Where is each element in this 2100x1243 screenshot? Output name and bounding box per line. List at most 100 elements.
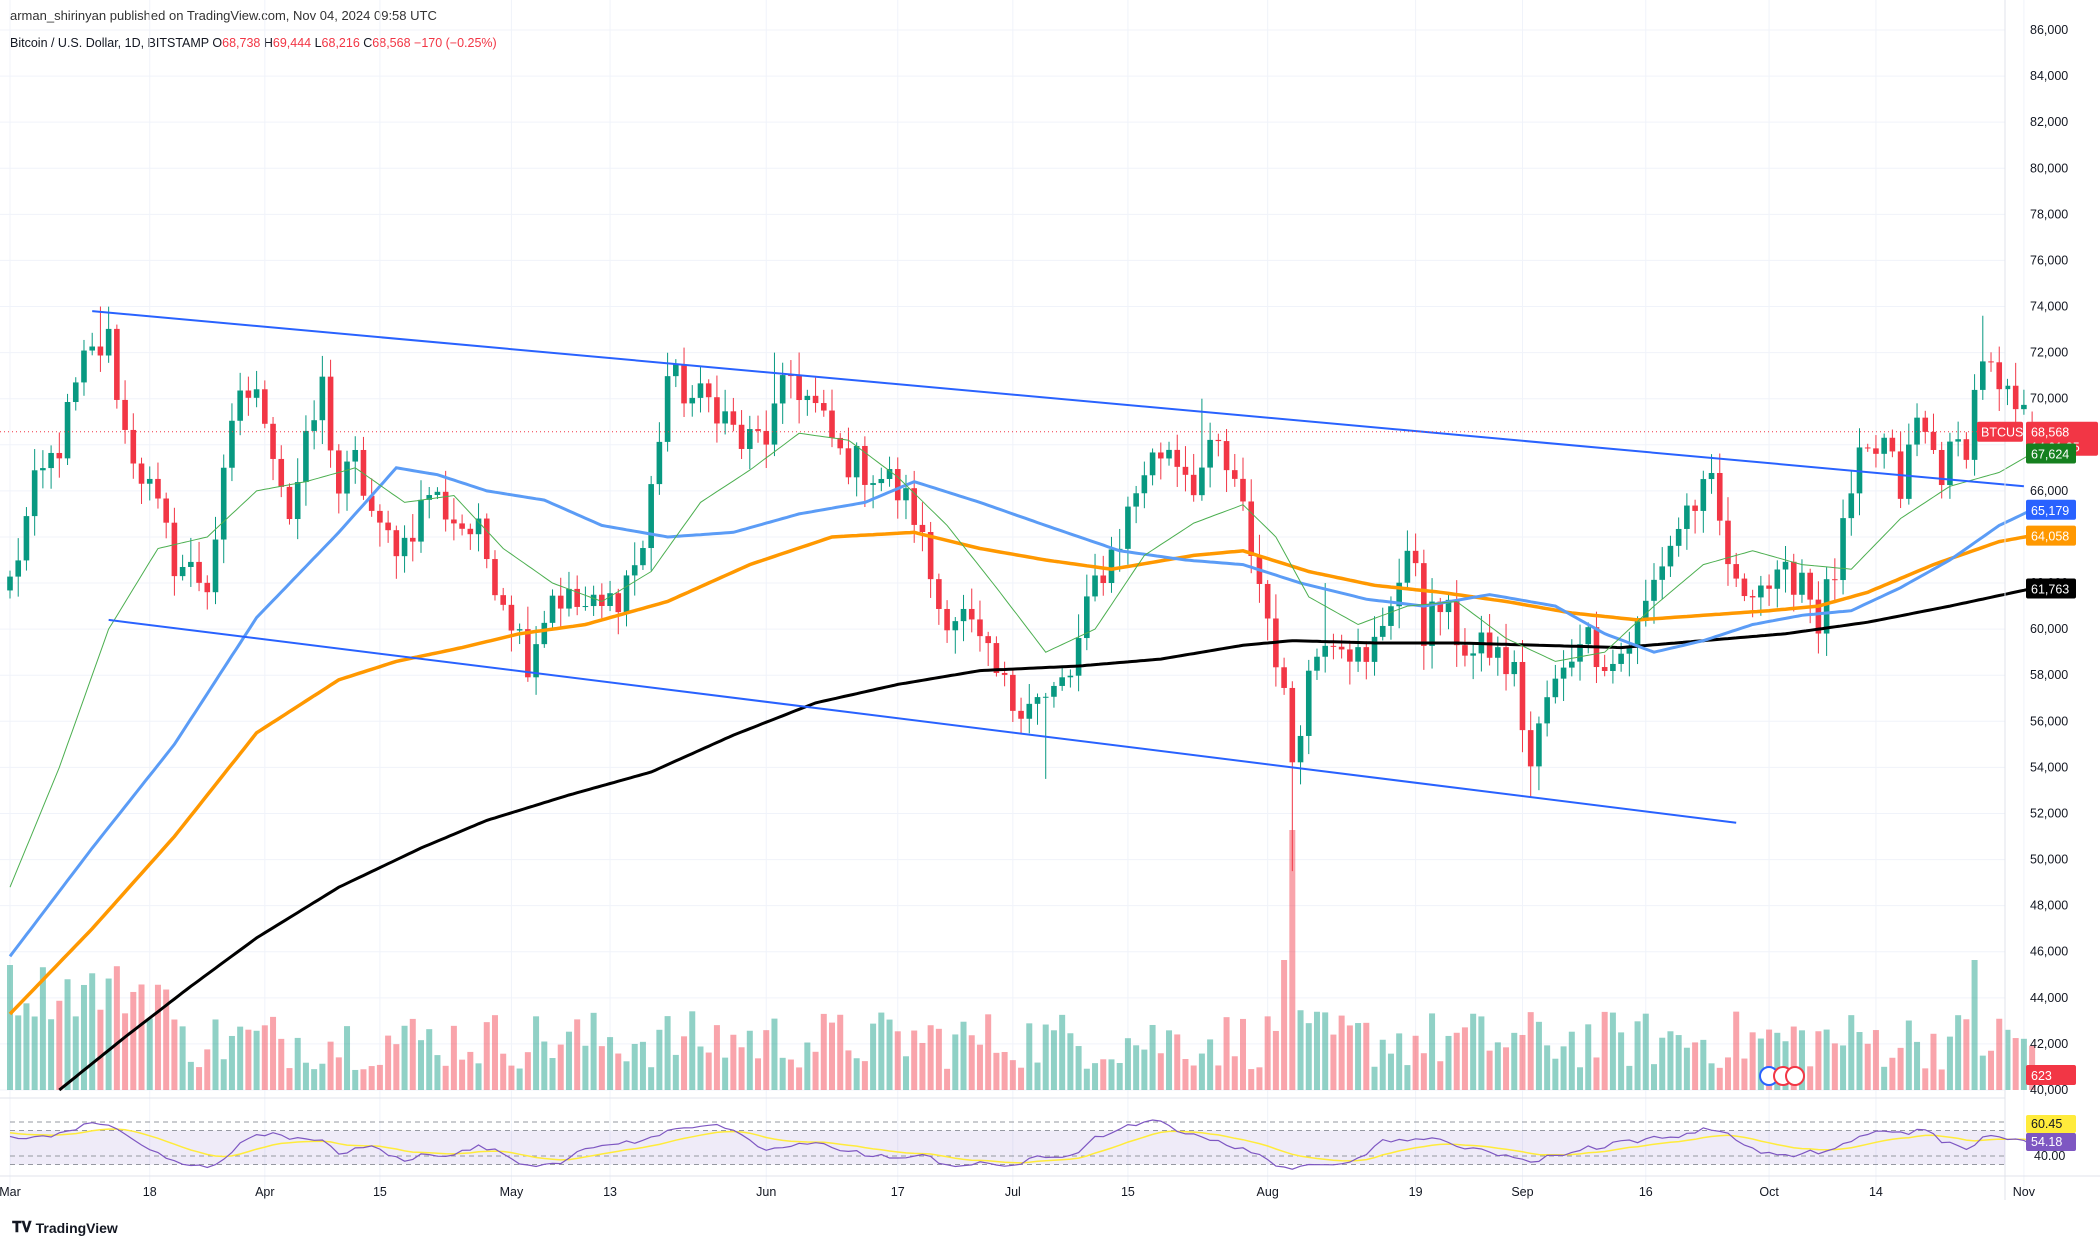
volume-bar [1478, 1016, 1485, 1090]
volume-tag: 623 [2026, 1065, 2076, 1085]
candle-body [1437, 601, 1444, 613]
candle-body [911, 488, 917, 525]
symbol-name[interactable]: Bitcoin / U.S. Dollar, 1D, BITSTAMP [10, 36, 209, 50]
candle-body [1051, 685, 1057, 697]
volume-bar [1651, 1064, 1657, 1090]
candle-body [7, 576, 13, 591]
volume-bar [1240, 1018, 1246, 1090]
volume-bar [1988, 1050, 1995, 1090]
volume-bar [228, 1035, 235, 1090]
volume-bar [1059, 1014, 1066, 1090]
volume-bar [1782, 1041, 1789, 1090]
volume-bar [639, 1041, 646, 1090]
volume-bar [911, 1030, 918, 1090]
price-tags: BTCUSD68,56814:01:2567,62465,17964,05861… [1977, 421, 2098, 1085]
candle-body [81, 350, 87, 383]
volume-bar [467, 1051, 474, 1090]
publisher-line: arman_shirinyan published on TradingView… [10, 8, 437, 23]
volume-bar [163, 989, 170, 1090]
candle-body [763, 430, 770, 445]
price-tick-label: 80,000 [2030, 161, 2068, 175]
volume-bar [1881, 1066, 1888, 1090]
candle-body [1815, 599, 1822, 634]
tradingview-footer[interactable]: 𝐓𝐕 TradingView [12, 1219, 118, 1236]
volume-bar [1026, 1023, 1033, 1090]
volume-bar [1215, 1065, 1222, 1090]
rsi-tick-label: 40.00 [2034, 1149, 2065, 1163]
candle-body [1092, 575, 1098, 597]
candle-body [1708, 472, 1715, 480]
volume-bar [130, 991, 137, 1090]
volume-bar [894, 1031, 901, 1090]
candle-body [492, 559, 498, 596]
candle-body [1018, 710, 1024, 719]
volume-bar [1609, 1012, 1616, 1090]
volume-bar [1182, 1058, 1189, 1090]
candle-body [64, 402, 71, 459]
time-tick-label: Sep [1511, 1185, 1533, 1199]
time-tick-label: 18 [143, 1185, 157, 1199]
candle-body [566, 588, 572, 609]
trendline-upper [92, 310, 2024, 488]
volume-bar [23, 1003, 30, 1090]
volume-bar [1914, 1041, 1921, 1090]
volume-bar [1083, 1068, 1090, 1090]
candle-body [804, 395, 811, 401]
candle-body [1971, 389, 1978, 460]
candle-body [1412, 550, 1419, 564]
volume-bar [1092, 1063, 1099, 1090]
volume-bar [1930, 1033, 1937, 1090]
volume-bar [1371, 1066, 1378, 1090]
candle-body [1634, 620, 1641, 647]
candle-body [1470, 653, 1476, 656]
price-tick-label: 58,000 [2030, 668, 2068, 682]
volume-bar [1289, 830, 1296, 1090]
candle-body [1338, 646, 1345, 650]
volume-bar [705, 1052, 712, 1090]
candle-body [960, 608, 967, 622]
price-tick-label: 84,000 [2030, 69, 2068, 83]
volume-bar [1749, 1032, 1756, 1090]
volume-bar [1264, 1016, 1271, 1090]
volume-bar [615, 1053, 622, 1090]
candle-body [549, 595, 556, 623]
volume-bar [1979, 1055, 1986, 1090]
candle-body [1610, 663, 1616, 671]
candle-body [557, 595, 564, 609]
rsi-tag: 54.18 [2026, 1133, 2076, 1151]
volume-bar [533, 1016, 540, 1090]
price-tag-value: 68,568 [2031, 426, 2069, 440]
candle-body [1790, 561, 1797, 595]
volume-bar [2020, 1038, 2027, 1090]
volume-bar [1634, 1021, 1641, 1090]
volume-bar [1256, 1067, 1263, 1090]
candle-body [171, 522, 178, 577]
candle-body [919, 524, 926, 533]
low-label: L [314, 36, 322, 50]
gridlines [0, 0, 2025, 1200]
candle-body [1158, 452, 1164, 459]
price-tick-label: 40,000 [2030, 1083, 2068, 1097]
volume-bar [1856, 1032, 1863, 1090]
price-tag-box [2026, 578, 2076, 599]
volume-bar [1568, 1031, 1575, 1090]
volume-bar [1198, 1053, 1205, 1090]
candle-body [1207, 439, 1213, 468]
candle-body [681, 364, 687, 404]
volume-bar [1141, 1049, 1148, 1090]
candle-body [1289, 687, 1296, 763]
time-tick-label: Jul [1005, 1185, 1021, 1199]
volume-bar [270, 1016, 277, 1090]
candle-body [23, 516, 30, 561]
candle-body [779, 375, 786, 404]
candle-body [1396, 582, 1402, 607]
volume-bar [491, 1015, 498, 1090]
candle-body [1075, 638, 1082, 676]
open-value: 68,738 [222, 36, 261, 50]
candle-body [1355, 647, 1361, 662]
candle-body [1264, 583, 1271, 619]
candle-body [574, 588, 580, 607]
candle-body [1930, 431, 1937, 450]
